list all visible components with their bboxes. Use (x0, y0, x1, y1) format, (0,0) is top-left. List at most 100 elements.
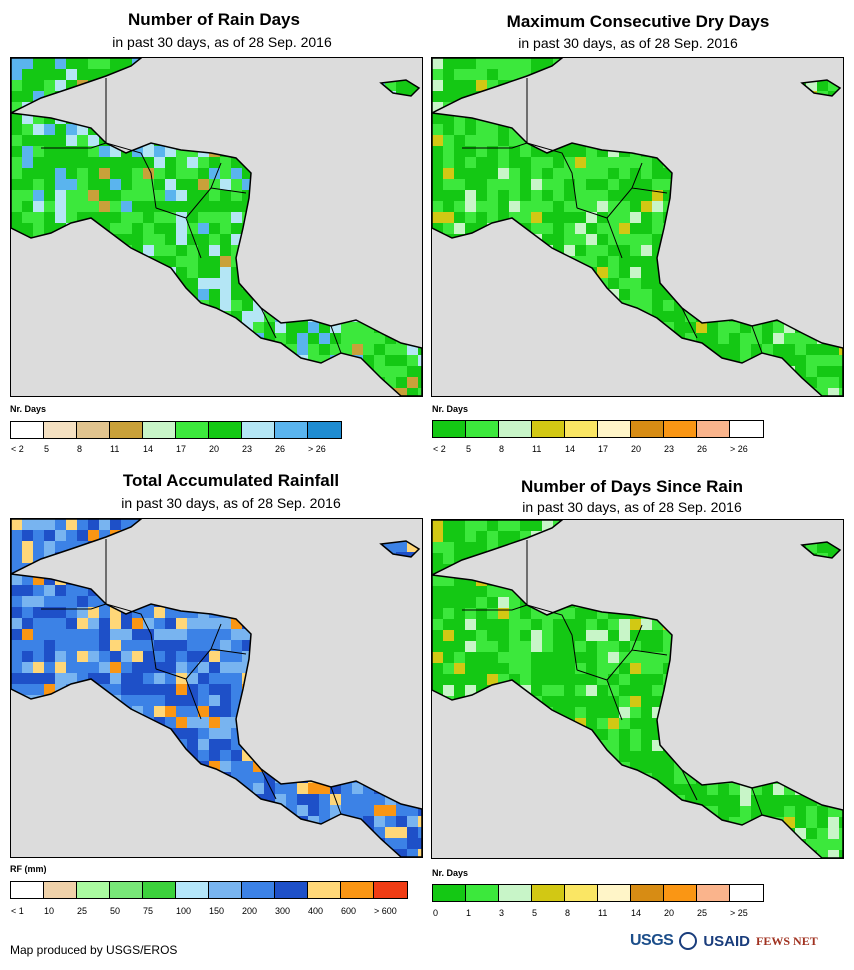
legend-label: 10 (44, 906, 55, 916)
legend-swatch (308, 882, 341, 898)
coastline (11, 58, 422, 396)
legend-label: 17 (598, 444, 609, 454)
legend-swatch (730, 421, 763, 437)
legend-label: > 26 (730, 444, 748, 454)
legend-label: 5 (532, 908, 538, 918)
legend-label: 100 (176, 906, 192, 916)
legend-label: 0 (433, 908, 439, 918)
legend-label: 300 (275, 906, 291, 916)
legend-label: 20 (209, 444, 220, 454)
legend-swatch (143, 882, 176, 898)
legend-swatch (275, 422, 308, 438)
legend-swatch (433, 421, 466, 437)
legend-label: > 600 (374, 906, 397, 916)
panel-4-legend-bar (432, 884, 764, 902)
legend-swatch (664, 885, 697, 901)
legend-label: 14 (565, 444, 576, 454)
panel-1-subtitle: in past 30 days, as of 28 Sep. 2016 (112, 34, 332, 50)
legend-label: 5 (44, 444, 50, 454)
legend-swatch (110, 882, 143, 898)
fews-net-logo: FEWS NET (756, 933, 818, 948)
legend-swatch (631, 421, 664, 437)
legend-label: < 1 (11, 906, 24, 916)
legend-label: 26 (275, 444, 286, 454)
dry-days-map (431, 57, 844, 397)
legend-swatch (176, 422, 209, 438)
total-rainfall-map-svg (11, 519, 422, 857)
legend-swatch (110, 422, 143, 438)
legend-swatch (374, 882, 407, 898)
legend-label: 3 (499, 908, 505, 918)
legend-label: < 2 (433, 444, 446, 454)
legend-swatch (499, 421, 532, 437)
legend-swatch (44, 422, 77, 438)
legend-swatch (565, 885, 598, 901)
usgs-logo: USGS (630, 932, 674, 949)
legend-swatch (697, 885, 730, 901)
legend-swatch (209, 882, 242, 898)
legend-swatch (499, 885, 532, 901)
panel-4-subtitle: in past 30 days, as of 28 Sep. 2016 (522, 499, 742, 515)
legend-swatch (143, 422, 176, 438)
days-since-rain-map (431, 519, 844, 859)
panel-4-title: Number of Days Since Rain (520, 477, 743, 496)
legend-label: 14 (631, 908, 642, 918)
legend-label: 75 (143, 906, 154, 916)
coastline (11, 519, 422, 857)
panel-3-legend-bar (10, 881, 408, 899)
legend-swatch (631, 885, 664, 901)
legend-swatch (308, 422, 341, 438)
country-borders (462, 540, 763, 816)
legend-swatch (532, 421, 565, 437)
legend-swatch (466, 421, 499, 437)
legend-label: 200 (242, 906, 258, 916)
panel-2-title: Maximum Consecutive Dry Days (506, 12, 770, 31)
legend-swatch (730, 885, 763, 901)
legend-label: 150 (209, 906, 225, 916)
country-borders (462, 78, 763, 354)
panel-2-legend-title: Nr. Days (432, 404, 469, 414)
legend-label: > 26 (308, 444, 326, 454)
legend-label: 8 (499, 444, 505, 454)
logo-strip: USGS USAID FEWS NET (630, 932, 818, 950)
legend-swatch (697, 421, 730, 437)
legend-swatch (176, 882, 209, 898)
legend-swatch (275, 882, 308, 898)
rain-days-map (10, 57, 423, 397)
legend-swatch (209, 422, 242, 438)
legend-swatch (565, 421, 598, 437)
legend-swatch (466, 885, 499, 901)
legend-label: 50 (110, 906, 121, 916)
legend-label: 25 (697, 908, 708, 918)
legend-label: 26 (697, 444, 708, 454)
legend-label: 8 (77, 444, 83, 454)
legend-label: 25 (77, 906, 88, 916)
legend-label: 8 (565, 908, 571, 918)
legend-label: 11 (598, 908, 608, 918)
country-borders (41, 539, 342, 815)
legend-swatch (433, 885, 466, 901)
legend-label: < 2 (11, 444, 24, 454)
legend-swatch (341, 882, 374, 898)
legend-label: 11 (532, 444, 542, 454)
legend-swatch (664, 421, 697, 437)
dry-days-map-svg (432, 58, 843, 396)
panel-2-subtitle: in past 30 days, as of 28 Sep. 2016 (518, 35, 738, 51)
legend-swatch (77, 422, 110, 438)
usaid-logo: USAID (703, 932, 751, 950)
panel-1-title: Number of Rain Days (128, 10, 300, 29)
panel-2-legend-bar (432, 420, 764, 438)
legend-label: 5 (466, 444, 472, 454)
coastline (432, 520, 843, 858)
rain-days-map-svg (11, 58, 422, 396)
panel-3-legend-title: RF (mm) (10, 864, 47, 874)
legend-label: > 25 (730, 908, 748, 918)
legend-label: 400 (308, 906, 324, 916)
legend-label: 23 (664, 444, 675, 454)
legend-label: 20 (664, 908, 675, 918)
panel-1-legend-bar (10, 421, 342, 439)
legend-swatch (44, 882, 77, 898)
legend-swatch (11, 422, 44, 438)
legend-swatch (532, 885, 565, 901)
total-rainfall-map (10, 518, 423, 858)
